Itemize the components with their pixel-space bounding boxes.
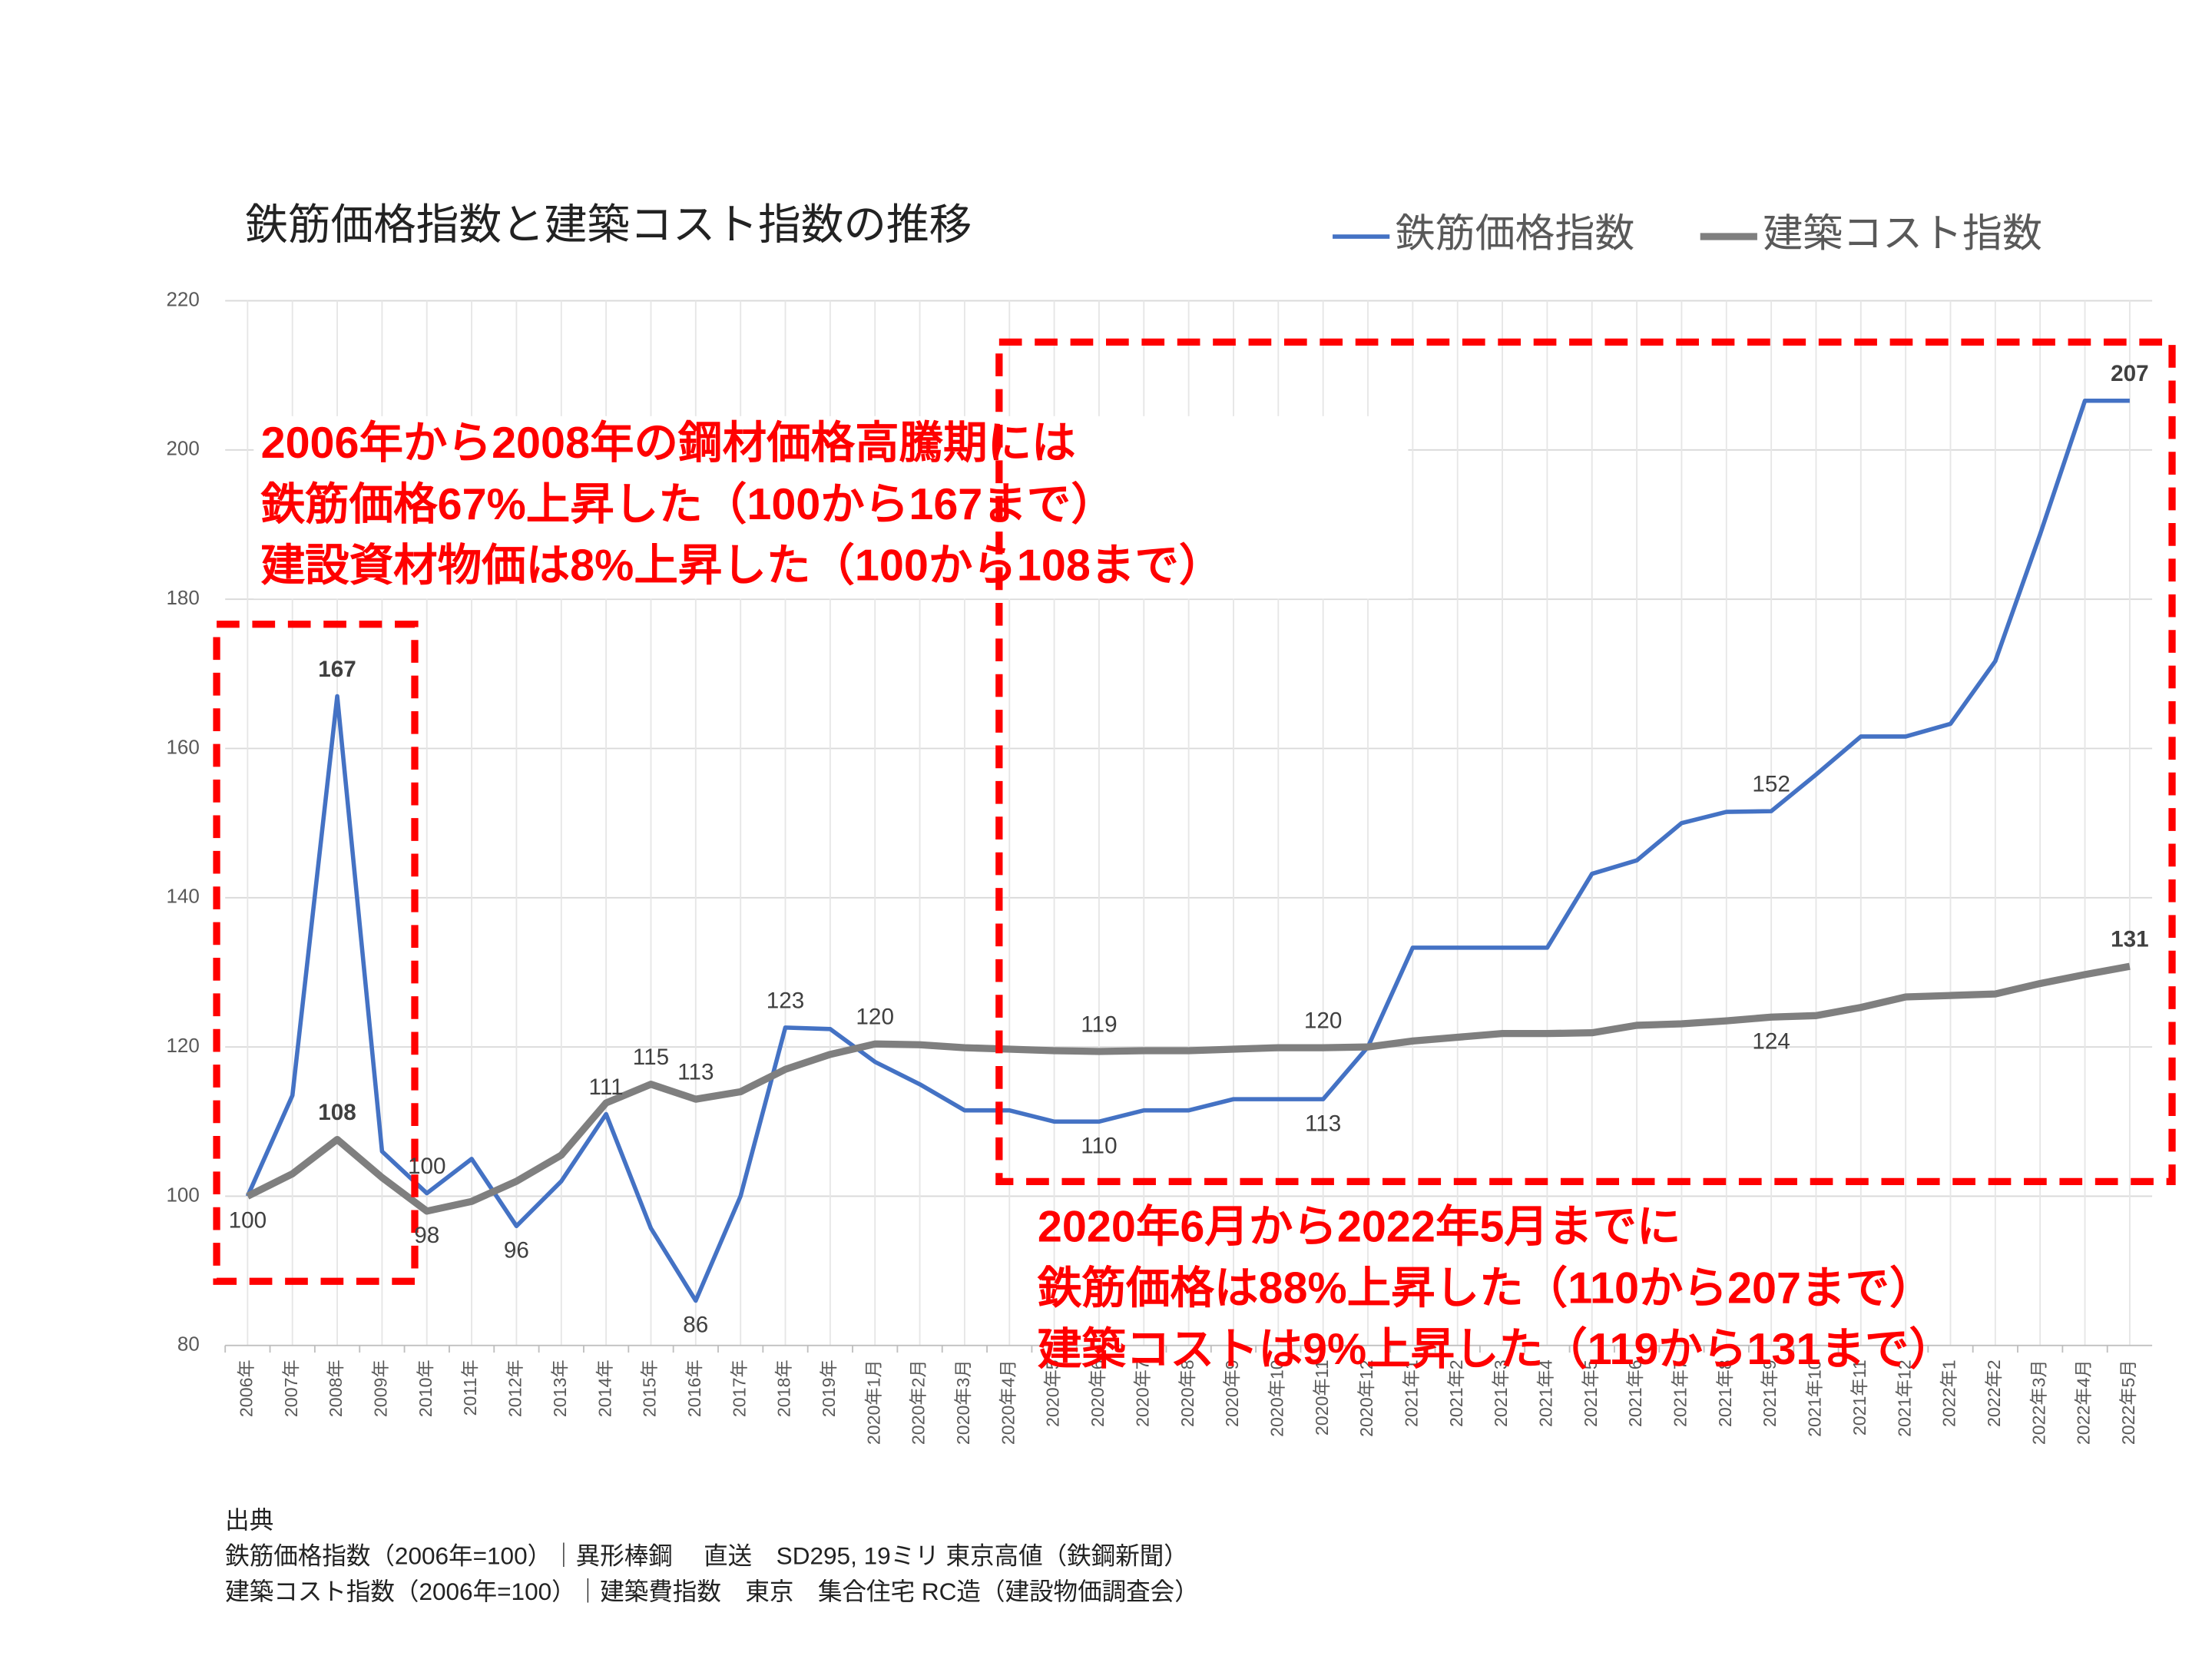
annotation: 建築コストは9%上昇した（119から131まで） xyxy=(1038,1325,1953,1374)
value-label: 124 xyxy=(1752,1029,1790,1055)
x-tick-label: 2021年10 xyxy=(1805,1359,1825,1437)
x-tick-label: 2021年5 xyxy=(1581,1359,1601,1427)
legend-label: 鉄筋価格指数 xyxy=(1396,212,1635,257)
value-label: 120 xyxy=(856,1005,894,1030)
x-tick-label: 2014年 xyxy=(594,1359,614,1417)
value-label: 115 xyxy=(633,1045,669,1070)
value-label: 96 xyxy=(504,1238,529,1263)
x-tick-label: 2021年7 xyxy=(1671,1359,1690,1427)
source-note: 鉄筋価格指数（2006年=100）｜異形棒鋼 直送 SD295, 19ミリ 東京… xyxy=(225,1542,1188,1570)
annotation: 建設資材物価は8%上昇した（100から108まで） xyxy=(261,541,1224,591)
x-tick-label: 2020年12 xyxy=(1356,1359,1376,1437)
annotation: 鉄筋価格67%上昇した（100から167まで） xyxy=(260,480,1115,529)
x-tick-label: 2022年5月 xyxy=(2118,1359,2138,1445)
highlight-box xyxy=(995,338,2176,1185)
x-tick-label: 2018年 xyxy=(774,1359,794,1417)
value-label: 98 xyxy=(414,1223,439,1248)
x-tick-label: 2012年 xyxy=(505,1359,525,1417)
x-tick-label: 2011年 xyxy=(460,1359,480,1416)
x-tick-label: 2020年10 xyxy=(1267,1359,1286,1437)
x-tick-label: 2022年2 xyxy=(1984,1359,2004,1427)
x-tick-label: 2013年 xyxy=(550,1359,570,1417)
x-tick-label: 2010年 xyxy=(416,1359,435,1417)
value-label: 120 xyxy=(1304,1008,1343,1034)
x-tick-label: 2006年 xyxy=(236,1359,256,1417)
x-tick-label: 2020年7 xyxy=(1132,1359,1152,1427)
x-tick-label: 2017年 xyxy=(729,1359,749,1417)
y-tick-label: 80 xyxy=(177,1333,200,1356)
x-tick-label: 2021年11 xyxy=(1849,1359,1869,1435)
x-tick-label: 2022年1 xyxy=(1939,1359,1959,1427)
source-note: 建築コスト指数（2006年=100）｜建築費指数 東京 集合住宅 RC造（建設物… xyxy=(225,1578,1199,1605)
value-label: 207 xyxy=(2111,361,2149,386)
chart-title: 鉄筋価格指数と建築コスト指数の推移 xyxy=(245,201,972,249)
x-tick-label: 2022年4月 xyxy=(2074,1359,2094,1445)
annotation-background xyxy=(253,416,1409,599)
x-tick-label: 2021年1 xyxy=(1401,1359,1421,1427)
y-tick-label: 180 xyxy=(166,586,199,609)
series-line xyxy=(246,962,2131,1215)
value-label: 119 xyxy=(1081,1012,1117,1037)
x-tick-label: 2021年12 xyxy=(1894,1359,1914,1437)
x-tick-label: 2020年8 xyxy=(1177,1359,1197,1427)
annotation: 鉄筋価格は88%上昇した（110から207まで） xyxy=(1037,1263,1934,1313)
grid: 80 100 120 140 160 180 200 220 2006年 2007年 2008年 20… xyxy=(166,287,2153,1445)
value-label: 113 xyxy=(1305,1111,1341,1136)
y-tick-label: 100 xyxy=(166,1183,199,1206)
y-tick-label: 160 xyxy=(166,735,199,758)
x-tick-label: 2021年3 xyxy=(1491,1359,1511,1427)
value-label: 86 xyxy=(683,1313,708,1338)
value-label: 111 xyxy=(589,1075,624,1100)
x-tick-label: 2020年2月 xyxy=(909,1359,929,1445)
value-label: 100 xyxy=(408,1154,446,1179)
x-tick-label: 2019年 xyxy=(819,1359,839,1417)
series-line xyxy=(245,398,2130,1303)
value-label: 113 xyxy=(677,1060,714,1085)
x-tick-label: 2020年1月 xyxy=(863,1359,883,1445)
x-tick-label: 2020年4月 xyxy=(998,1359,1018,1445)
x-tick-label: 2016年 xyxy=(684,1359,704,1417)
legend-label: 建築コスト指数 xyxy=(1763,212,2042,257)
x-tick-label: 2009年 xyxy=(371,1359,391,1417)
x-tick-label: 2020年5 xyxy=(1043,1359,1063,1427)
annotation: 2020年6月から2022年5月までに xyxy=(1038,1203,1681,1252)
x-tick-label: 2020年6 xyxy=(1088,1359,1108,1427)
x-tick-label: 2020年11 xyxy=(1312,1359,1332,1435)
x-tick-label: 2007年 xyxy=(281,1359,301,1417)
annotation: 2006年から2008年の鋼材価格高騰期には xyxy=(261,419,1076,468)
value-label: 123 xyxy=(767,988,805,1013)
x-tick-label: 2020年9 xyxy=(1222,1359,1242,1427)
y-tick-label: 200 xyxy=(166,437,199,460)
labels: 100 167 100 96 111 86 123 110 113 152 207 108 98 115 1… xyxy=(225,212,2148,1605)
value-label: 100 xyxy=(229,1208,267,1233)
y-tick-label: 120 xyxy=(166,1034,199,1057)
x-tick-label: 2021年9 xyxy=(1760,1359,1780,1427)
plot xyxy=(245,398,2131,1303)
value-label: 152 xyxy=(1752,772,1790,797)
x-tick-label: 2021年4 xyxy=(1536,1359,1556,1427)
x-tick-label: 2008年 xyxy=(326,1359,346,1417)
source-note: 出典 xyxy=(225,1506,273,1534)
value-label: 167 xyxy=(318,657,356,682)
y-tick-label: 220 xyxy=(166,287,199,310)
value-label: 108 xyxy=(318,1100,356,1125)
x-tick-label: 2015年 xyxy=(640,1359,660,1417)
value-label: 110 xyxy=(1081,1134,1117,1159)
x-tick-label: 2022年3月 xyxy=(2028,1359,2048,1445)
x-tick-label: 2020年3月 xyxy=(953,1359,973,1445)
x-tick-label: 2021年8 xyxy=(1715,1359,1735,1427)
value-label: 131 xyxy=(2111,927,2149,952)
x-tick-label: 2021年6 xyxy=(1625,1359,1645,1427)
y-tick-label: 140 xyxy=(166,885,199,908)
x-tick-label: 2021年2 xyxy=(1446,1359,1466,1427)
